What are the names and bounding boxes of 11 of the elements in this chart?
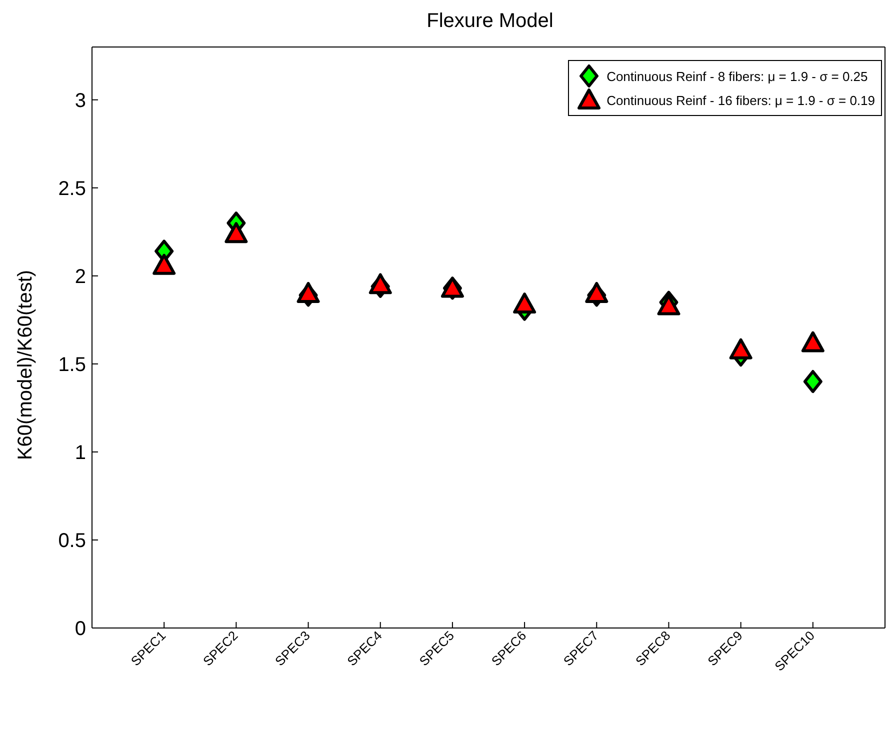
y-tick-label: 3 (74, 90, 86, 112)
chart-title: Flexure Model (426, 10, 554, 33)
y-tick-label: 0.5 (58, 530, 86, 552)
y-tick-label: 1 (74, 442, 86, 464)
y-tick-label: 2.5 (58, 178, 86, 200)
y-tick-label: 1.5 (58, 354, 86, 376)
legend-label: Continuous Reinf - 16 fibers: μ = 1.9 - σ = 0.19 (606, 92, 875, 108)
y-axis-title: K60(model)/K60(test) (14, 270, 38, 460)
legend-label: Continuous Reinf - 8 fibers: μ = 1.9 - σ = 0.25 (606, 68, 868, 84)
y-tick-label: 2 (74, 266, 86, 288)
y-tick-label: 0 (74, 618, 86, 640)
